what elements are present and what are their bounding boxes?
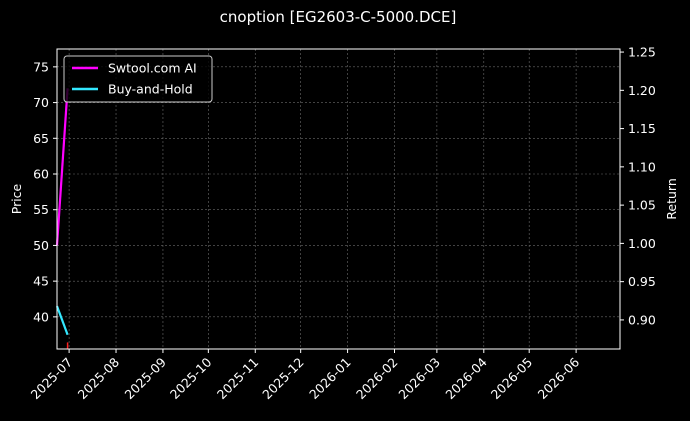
y-tick-label-right: 1.10: [628, 159, 656, 174]
y-tick-label-left: 65: [33, 131, 49, 146]
x-tick-label: 2025-10: [167, 354, 215, 402]
x-tick-label: 2025-08: [75, 354, 123, 402]
plot-frame: [56, 48, 621, 350]
x-tick-label: 2026-02: [353, 355, 401, 403]
y-tick-label-left: 50: [33, 238, 49, 253]
x-tick-label: 2025-09: [122, 354, 170, 402]
x-tick-label: 2026-03: [395, 355, 443, 403]
legend-label-swtool: Swtool.com AI: [108, 61, 197, 76]
y-tick-label-right: 0.90: [628, 312, 656, 327]
y-axis-label-left: Price: [9, 183, 24, 214]
left-axis: 40 45 50 55 60 65 70 75: [33, 59, 57, 324]
y-axis-label-right: Return: [664, 178, 679, 219]
x-tick-label: 2026-05: [488, 355, 536, 403]
y-tick-label-right: 0.95: [628, 274, 656, 289]
chart-title: cnoption [EG2603-C-5000.DCE]: [220, 8, 457, 26]
x-tick-label: 2026-01: [306, 355, 354, 403]
legend-label-buy-and-hold: Buy-and-Hold: [108, 82, 193, 97]
y-tick-label-left: 70: [33, 95, 49, 110]
x-tick-label: 2026-06: [535, 354, 583, 402]
right-axis: 0.90 0.95 1.00 1.05 1.10 1.15 1.20 1.25: [620, 45, 656, 327]
y-tick-label-left: 60: [33, 167, 49, 182]
y-tick-label-left: 55: [33, 202, 49, 217]
x-tick-label: 2025-12: [259, 355, 307, 403]
x-tick-label: 2025-07: [28, 355, 76, 403]
x-tick-label: 2025-11: [214, 355, 262, 403]
x-tick-label: 2026-04: [442, 354, 490, 402]
y-tick-label-right: 1.15: [628, 121, 656, 136]
legend-box: [63, 55, 213, 103]
y-tick-label-right: 1.00: [628, 236, 656, 251]
legend: Swtool.com AI Buy-and-Hold: [63, 55, 213, 103]
y-tick-label-left: 75: [33, 59, 49, 74]
series-layer: [55, 88, 69, 349]
y-tick-label-left: 45: [33, 274, 49, 289]
series-line-1: [55, 305, 69, 336]
y-tick-label-right: 1.20: [628, 83, 656, 98]
y-tick-label-left: 40: [33, 309, 49, 324]
y-tick-label-right: 1.25: [628, 45, 656, 60]
y-tick-label-right: 1.05: [628, 198, 656, 213]
series-line-0: [55, 88, 69, 246]
